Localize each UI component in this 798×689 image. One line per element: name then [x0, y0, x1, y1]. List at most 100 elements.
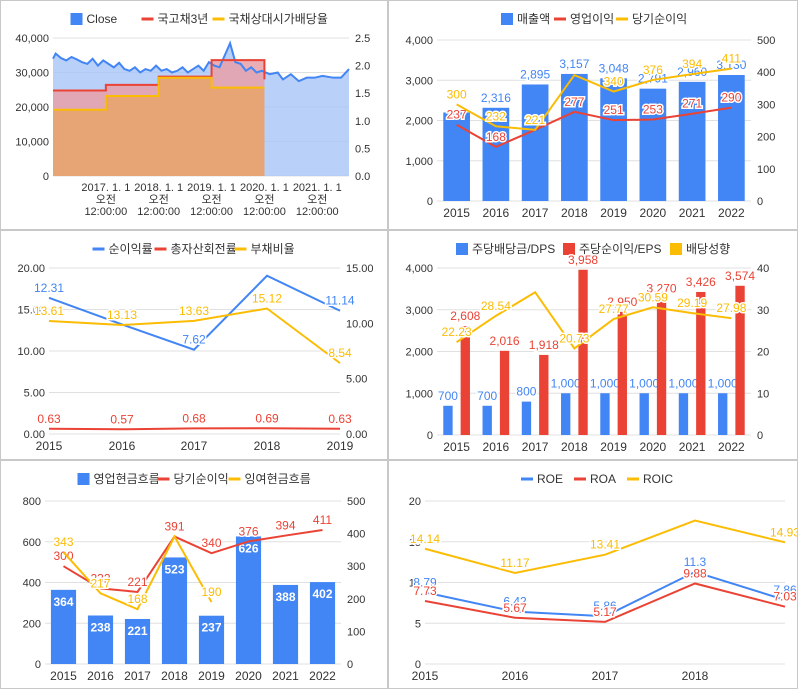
- legend-label-2: 당기순이익: [632, 12, 687, 26]
- bar-주당순이익/EPS: [499, 350, 510, 435]
- y-tick-label-left: 4,000: [405, 35, 433, 47]
- bar-주당순이익/EPS: [460, 326, 470, 435]
- line-value-label: 251: [604, 103, 624, 117]
- legend-label-0: ROE: [537, 472, 563, 486]
- bar-value-label: 1,000: [590, 376, 620, 390]
- y-tick-label-left: 600: [23, 537, 41, 549]
- legend-label-1: 영업이익: [570, 12, 614, 26]
- ratio-chart: 순이익률 총자산회전률 부채비율 0.00 5.00 10.00 15.00 20.00 0.0…: [17, 242, 374, 453]
- y-tick-label-right: 0: [757, 430, 763, 442]
- legend-swatch-0: [501, 13, 513, 25]
- y-tick-label-right: 40: [757, 263, 769, 275]
- line-부채비율: [48, 307, 341, 364]
- legend-label-1: 주당순이익/EPS: [579, 242, 662, 256]
- y-tick-label-left: 0: [427, 196, 433, 208]
- y-tick-label-left: 30,000: [15, 68, 49, 80]
- line-value-label: 7.86: [773, 583, 797, 597]
- x-tick-time: 12:00:00: [243, 206, 286, 218]
- line-value-label: 30.59: [638, 290, 668, 304]
- x-tick-label: 2016: [483, 440, 510, 454]
- line-value-label: 343: [53, 535, 73, 549]
- y-tick-label-left: 800: [23, 496, 41, 508]
- bar-주당배당금/DPS: [561, 393, 571, 435]
- y-tick-label-left: 0: [35, 659, 41, 671]
- y-tick-label-right: 500: [757, 35, 775, 47]
- line-value-label: 290: [721, 91, 741, 105]
- line-value-label: 391: [164, 520, 184, 534]
- bar-value-label: 1,918: [529, 338, 559, 352]
- y-tick-label-right: 0.5: [355, 143, 370, 155]
- line-순이익률: [48, 274, 341, 351]
- legend-label-0: 영업현금흐름: [94, 472, 160, 486]
- line-value-label: 20.73: [559, 331, 589, 345]
- line-value-label: 0.57: [110, 412, 134, 426]
- y-tick-label-left: 400: [23, 578, 41, 590]
- line-value-label: 237: [447, 108, 467, 122]
- line-value-label: 411: [722, 52, 741, 66]
- y-tick-label-right: 10.00: [346, 318, 374, 330]
- legend-label-1: ROA: [590, 472, 616, 486]
- line-ROIC: [424, 519, 786, 574]
- y-tick-label-right: 5.00: [346, 374, 367, 386]
- line-value-label: 277: [564, 95, 584, 109]
- bar-영업현금흐름: [161, 557, 188, 664]
- close-line: [52, 40, 350, 83]
- x-tick-label: 2018: [682, 669, 709, 683]
- x-tick-ampm: 오전: [254, 193, 274, 206]
- y-tick-label-left: 2,000: [405, 116, 433, 128]
- x-tick-time: 12:00:00: [190, 206, 233, 218]
- bar-주당배당금/DPS: [521, 401, 532, 435]
- x-tick-label: 2016: [87, 669, 114, 683]
- bar-영업현금흐름: [50, 589, 77, 664]
- y-tick-label-right: 0: [347, 659, 353, 671]
- x-tick-label: 2018: [561, 206, 588, 220]
- bar-value-label: 2,316: [481, 91, 511, 105]
- x-tick-label: 2020: [640, 440, 667, 454]
- y-tick-label-left: 1,000: [405, 388, 433, 400]
- line-value-label: 27.98: [716, 301, 746, 315]
- ratio-chart-panel: 순이익률 총자산회전률 부채비율 0.00 5.00 10.00 15.00 20.00 0.0…: [0, 230, 388, 460]
- x-tick-label: 2015: [443, 206, 470, 220]
- x-tick-label: 2020: [235, 669, 262, 683]
- line-value-label: 22.23: [442, 325, 472, 339]
- bar-value-label: 3,157: [559, 57, 589, 71]
- bar-주당순이익/EPS: [656, 298, 667, 435]
- y-tick-label-left: 20: [409, 496, 421, 508]
- y-tick-label-left: 5: [415, 618, 421, 630]
- y-tick-label-left: 2,000: [405, 347, 433, 359]
- line-value-label: 5.17: [593, 605, 617, 619]
- bar-주당순이익/EPS: [578, 269, 588, 435]
- y-tick-label-left: 0: [43, 171, 49, 183]
- y-tick-label-right: 20: [757, 347, 769, 359]
- bar-주당배당금/DPS: [443, 405, 453, 435]
- x-tick-label: 2016: [483, 206, 510, 220]
- x-tick-label: 2017: [124, 669, 151, 683]
- legend-swatch-0: [77, 473, 90, 485]
- line-value-label: 6.42: [503, 595, 527, 609]
- x-tick-label: 2017: [522, 440, 549, 454]
- y-tick-label-right: 0.0: [355, 171, 370, 183]
- line-영업이익: [456, 106, 732, 149]
- y-tick-label-left: 1,000: [405, 156, 433, 168]
- y-tick-label-left: 3,000: [405, 305, 433, 317]
- y-tick-label-right: 300: [757, 99, 775, 111]
- line-value-label: 29.19: [677, 296, 707, 310]
- y-tick-label-left: 20,000: [15, 102, 49, 114]
- bar-value-label: 402: [312, 587, 332, 601]
- line-value-label: 14.93: [770, 525, 798, 539]
- cashflow-chart-panel: 영업현금흐름 당기순이익 잉여현금흐름 0 200 400 600 800 0 100 200 300…: [0, 460, 388, 689]
- line-value-label: 221: [525, 113, 545, 127]
- y-tick-label-right: 30: [757, 305, 769, 317]
- line-value-label: 232: [486, 109, 506, 123]
- line-value-label: 232: [90, 571, 110, 585]
- bar-매출액: [639, 88, 667, 201]
- y-tick-label-left: 0: [415, 659, 421, 671]
- bar-주당배당금/DPS: [600, 393, 610, 435]
- x-tick-label: 2016: [109, 439, 136, 453]
- line-value-label: 300: [447, 87, 467, 101]
- line-value-label: 394: [682, 57, 702, 71]
- legend-label-0: 매출액: [517, 12, 550, 26]
- bar-주당순이익/EPS: [735, 285, 745, 435]
- line-value-label: 11.3: [684, 555, 707, 569]
- y-tick-label-right: 10: [757, 388, 769, 400]
